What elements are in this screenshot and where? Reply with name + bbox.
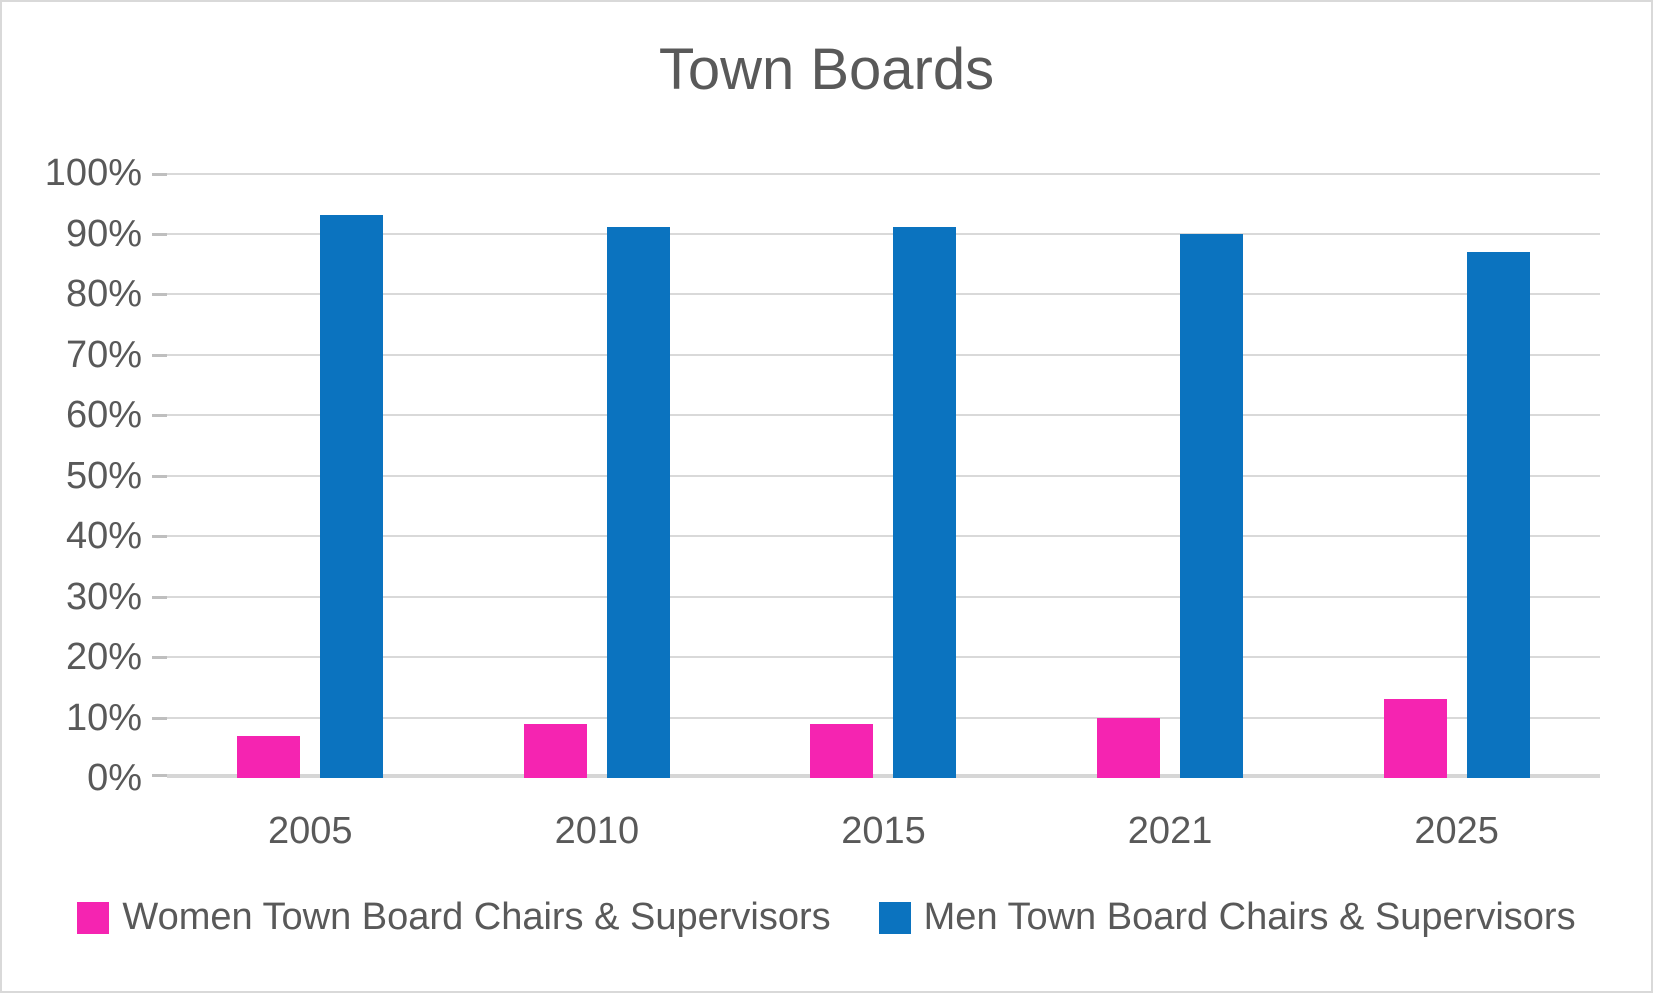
x-axis: 2005 2010 2015 2021 2025 (167, 808, 1600, 854)
axis-tick (152, 595, 167, 599)
axis-tick (152, 716, 167, 720)
legend: Women Town Board Chairs & Supervisors Me… (2, 896, 1651, 939)
bar-group-2010 (454, 173, 741, 778)
gridline (152, 353, 1600, 357)
chart-title: Town Boards (658, 37, 995, 102)
x-axis-label: 2005 (268, 810, 353, 852)
gridline (152, 414, 1600, 417)
legend-item-men: Men Town Board Chairs & Supervisors (878, 896, 1576, 939)
y-axis-tick-label: 80% (65, 273, 142, 315)
women-bar (810, 723, 874, 778)
bar-series (167, 173, 1600, 778)
y-axis-tick-label: 10% (65, 696, 142, 739)
axis-tick (152, 293, 167, 296)
axis-tick (152, 774, 167, 777)
legend-swatch-women (77, 901, 110, 934)
women-bar (237, 735, 301, 778)
men-bar (606, 227, 670, 778)
y-axis-tick-label: 0% (87, 757, 142, 799)
y-axis-tick-label: 40% (65, 515, 142, 557)
women-bar (1383, 699, 1447, 778)
gridline (152, 293, 1600, 296)
men-bar (1466, 251, 1530, 778)
men-bar (893, 227, 957, 778)
plot-area (152, 173, 1600, 778)
y-axis-tick-label: 100% (44, 152, 142, 194)
y-axis-tick-label: 70% (65, 333, 142, 376)
axis-tick (152, 656, 167, 659)
legend-swatch-men (878, 901, 911, 934)
gridline (152, 173, 1600, 176)
x-axis-label: 2021 (1127, 810, 1213, 852)
women-bar (523, 723, 587, 778)
gridline (152, 716, 1600, 720)
axis-tick (152, 414, 167, 417)
women-bar (1097, 717, 1161, 778)
legend-item-women: Women Town Board Chairs & Supervisors (77, 896, 831, 939)
gridline (152, 656, 1600, 659)
bar-group-2015 (740, 173, 1027, 778)
bar-group-2005 (167, 173, 454, 778)
y-axis-tick-label: 30% (65, 575, 142, 618)
legend-label-men: Men Town Board Chairs & Supervisors (923, 896, 1576, 938)
axis-tick (152, 353, 167, 357)
gridline (152, 232, 1600, 236)
axis-tick (152, 232, 167, 236)
gridline (152, 474, 1600, 478)
y-axis-tick-label: 20% (65, 636, 142, 678)
axis-tick (152, 474, 167, 478)
y-axis-tick-label: 50% (65, 454, 142, 497)
x-axis-label: 2010 (554, 810, 640, 852)
legend-label-women: Women Town Board Chairs & Supervisors (122, 896, 831, 938)
men-bar (320, 215, 384, 778)
men-bar (1180, 233, 1244, 778)
gridline (152, 535, 1600, 538)
y-axis-tick-label: 60% (65, 394, 142, 436)
x-axis-label: 2015 (841, 810, 926, 852)
x-axis-line (152, 774, 1600, 778)
bar-group-2025 (1313, 173, 1600, 778)
axis-tick (152, 535, 167, 538)
bar-group-2021 (1027, 173, 1314, 778)
axis-tick (152, 173, 167, 176)
gridline (152, 595, 1600, 599)
y-axis-tick-label: 90% (65, 212, 142, 255)
x-axis-label: 2025 (1414, 810, 1499, 852)
y-axis: 0% 10% 20% 30% 40% 50% 60% 70% 80% 90% 1… (2, 153, 148, 798)
